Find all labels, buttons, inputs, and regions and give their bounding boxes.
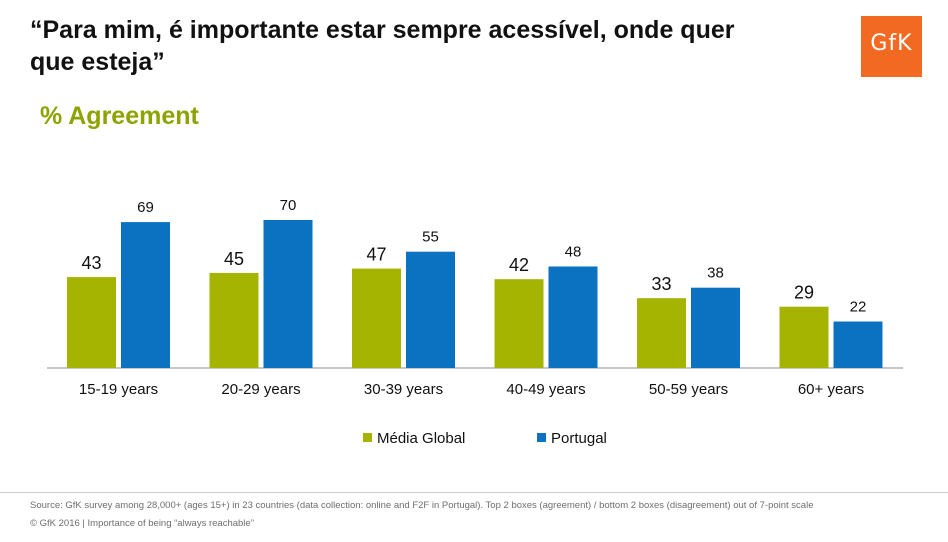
gfk-logo: GfK xyxy=(861,16,922,77)
legend-swatch-portugal xyxy=(537,433,546,442)
bar-media-global-3 xyxy=(494,279,544,368)
bar-media-global-1 xyxy=(209,272,259,368)
legend-item-media-global: Média Global xyxy=(363,430,465,448)
bar-portugal-1 xyxy=(263,220,313,368)
category-label-0: 15-19 years xyxy=(79,381,158,398)
bar-portugal-3 xyxy=(548,266,598,368)
title-line-1: “Para mim, é importante estar sempre ace… xyxy=(30,16,735,44)
footer-divider xyxy=(0,492,948,493)
data-label-media-global-3: 42 xyxy=(509,255,529,275)
bar-portugal-2 xyxy=(406,251,455,368)
legend-label-portugal: Portugal xyxy=(551,430,607,447)
data-label-portugal-3: 48 xyxy=(565,244,582,261)
bar-media-global-2 xyxy=(352,268,401,368)
data-label-portugal-5: 22 xyxy=(850,299,867,316)
bar-media-global-5 xyxy=(779,306,829,368)
footer-source: Source: GfK survey among 28,000+ (ages 1… xyxy=(30,500,814,511)
title-line-2: que esteja” xyxy=(30,48,165,76)
data-label-portugal-2: 55 xyxy=(422,229,439,246)
logo-text: GfK xyxy=(870,31,913,56)
data-label-portugal-0: 69 xyxy=(137,199,154,216)
category-label-5: 60+ years xyxy=(798,381,864,398)
data-label-media-global-2: 47 xyxy=(366,245,386,265)
legend-label-media-global: Média Global xyxy=(377,430,466,447)
chart-title: % Agreement xyxy=(40,102,199,130)
page-title: “Para mim, é importante estar sempre ace… xyxy=(30,14,810,78)
data-label-media-global-5: 29 xyxy=(794,283,814,303)
legend-item-portugal: Portugal xyxy=(537,430,607,448)
data-label-media-global-1: 45 xyxy=(224,249,244,269)
category-label-2: 30-39 years xyxy=(364,381,443,398)
legend-swatch-media-global xyxy=(363,433,372,442)
category-label-1: 20-29 years xyxy=(221,381,300,398)
footer-copyright: © GfK 2016 | Importance of being “always… xyxy=(30,518,254,529)
data-label-media-global-4: 33 xyxy=(651,274,671,294)
data-label-portugal-1: 70 xyxy=(280,197,297,214)
bar-media-global-4 xyxy=(637,298,686,368)
bar-portugal-4 xyxy=(691,287,740,368)
category-label-3: 40-49 years xyxy=(506,381,585,398)
bar-media-global-0 xyxy=(67,277,116,368)
category-label-4: 50-59 years xyxy=(649,381,728,398)
data-label-portugal-4: 38 xyxy=(707,265,724,282)
data-label-media-global-0: 43 xyxy=(81,253,101,273)
bar-portugal-5 xyxy=(833,321,883,368)
bar-portugal-0 xyxy=(121,222,170,368)
